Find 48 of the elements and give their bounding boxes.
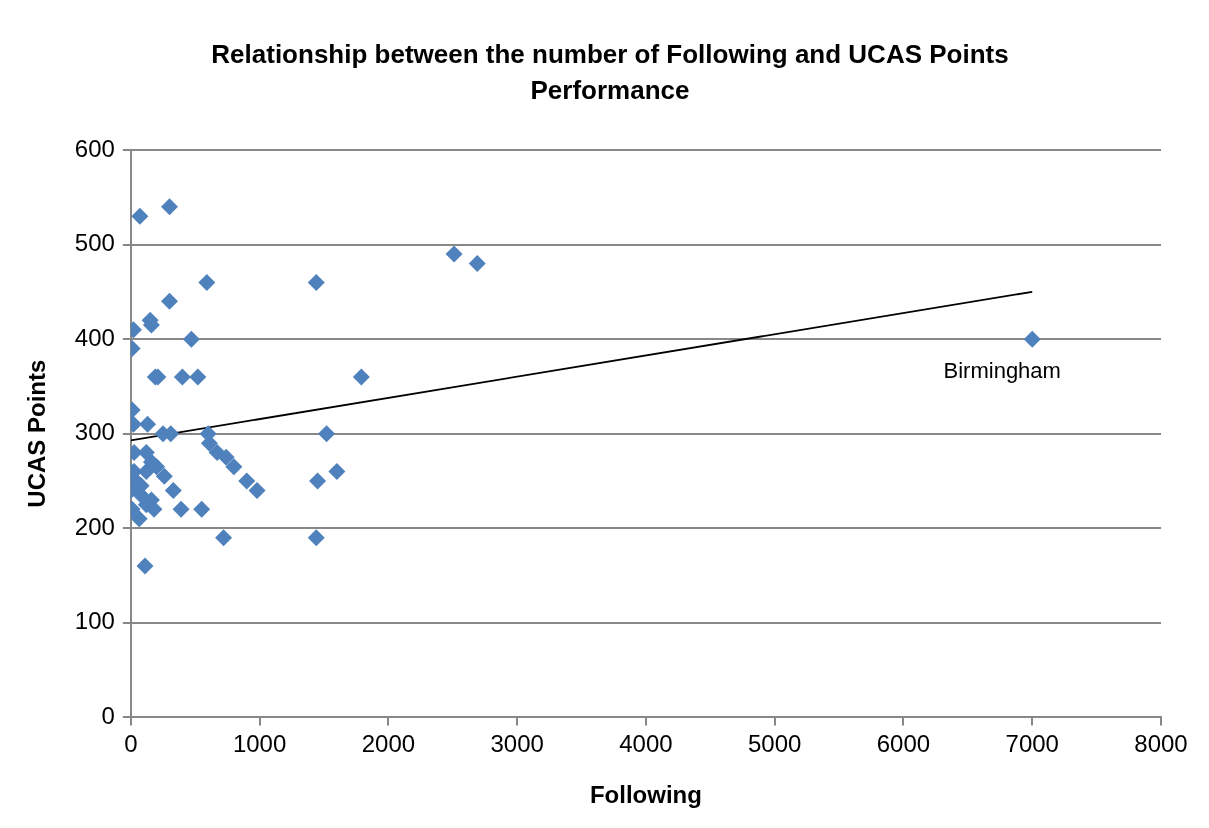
point	[217, 448, 235, 466]
y-tick-label: 300	[74, 418, 115, 446]
point	[160, 198, 178, 216]
point	[328, 463, 346, 481]
y-tick-label: 500	[74, 229, 115, 257]
point	[193, 500, 211, 518]
point	[309, 472, 327, 490]
x-tick-label: 6000	[876, 730, 931, 758]
y-tick-label: 400	[74, 323, 115, 351]
x-tick-label: 0	[124, 730, 138, 758]
point	[139, 415, 157, 433]
point	[238, 472, 256, 490]
point	[307, 273, 325, 291]
x-tick-label: 2000	[361, 730, 416, 758]
x-tick-label: 3000	[490, 730, 544, 758]
point	[130, 510, 148, 528]
point	[182, 330, 200, 348]
point	[445, 245, 463, 263]
y-tick-label: 100	[74, 607, 115, 635]
x-tick-label: 5000	[748, 730, 802, 758]
point	[164, 481, 182, 499]
point	[225, 458, 243, 476]
point	[307, 529, 325, 547]
x-tick-label: 1000	[232, 730, 287, 758]
point	[352, 368, 370, 386]
point	[172, 500, 190, 518]
y-axis-title: UCAS Points	[23, 359, 51, 508]
chart-title: Relationship between the number of Following and UCAS Points Performance	[210, 38, 1010, 107]
x-tick-label: 4000	[619, 730, 673, 758]
y-tick-label: 600	[74, 134, 115, 162]
x-axis-title: Following	[589, 781, 702, 809]
y-tick-label: 0	[101, 702, 115, 730]
point	[160, 292, 178, 310]
point	[468, 254, 486, 272]
point	[318, 425, 336, 443]
point	[215, 529, 233, 547]
point	[136, 557, 154, 575]
point	[189, 368, 207, 386]
x-tick-label: 8000	[1134, 730, 1188, 758]
x-tick-label: 7000	[1005, 730, 1059, 758]
point	[173, 368, 191, 386]
point	[198, 273, 216, 291]
point	[155, 467, 173, 485]
point	[248, 481, 266, 499]
point	[1023, 330, 1041, 348]
point	[131, 207, 149, 225]
y-tick-label: 200	[74, 512, 115, 540]
annotation: Birmingham	[943, 358, 1061, 384]
